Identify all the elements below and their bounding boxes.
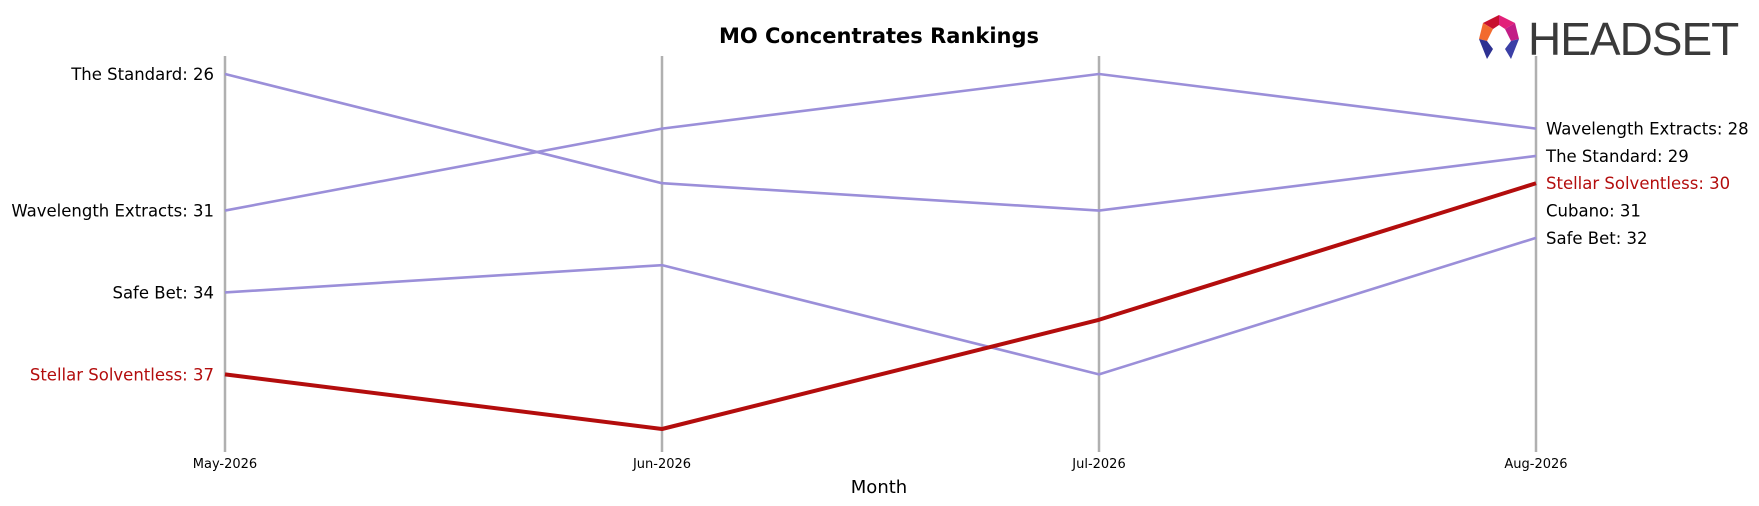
headset-logo-text: HEADSET xyxy=(1528,13,1739,65)
end-label-the-standard: The Standard: 29 xyxy=(1545,147,1689,166)
series-line-stellar-solventless xyxy=(224,181,1537,431)
series-line-safe-bet xyxy=(224,236,1537,376)
start-label-the-standard: The Standard: 26 xyxy=(70,65,214,84)
x-axis-label: Month xyxy=(851,477,907,498)
start-label-safe-bet: Safe Bet: 34 xyxy=(112,283,214,302)
headset-logo-mark-icon xyxy=(1479,15,1519,59)
x-tick-label: May-2026 xyxy=(193,457,257,472)
end-label-stellar-solventless: Stellar Solventless: 30 xyxy=(1546,174,1730,193)
start-labels: The Standard: 26 Wavelength Extracts: 31 S… xyxy=(11,65,214,384)
x-tick-label: Jul-2026 xyxy=(1071,457,1125,472)
start-label-stellar-solventless: Stellar Solventless: 37 xyxy=(30,365,214,384)
headset-logo: HEADSET xyxy=(1479,13,1740,65)
series-line-the-standard xyxy=(224,72,1537,212)
chart-title: MO Concentrates Rankings xyxy=(719,24,1039,48)
end-label-cubano: Cubano: 31 xyxy=(1546,202,1641,221)
series-line-wavelength-extracts xyxy=(224,72,1537,212)
x-tick-label: Jun-2026 xyxy=(632,457,691,472)
end-label-safe-bet: Safe Bet: 32 xyxy=(1546,229,1648,248)
end-labels: The Standard: 29 Wavelength Extracts: 28 S… xyxy=(1545,120,1749,248)
x-tick-labels: May-2026 Jun-2026 Jul-2026 Aug-2026 xyxy=(193,457,1568,472)
start-label-wavelength-extracts: Wavelength Extracts: 31 xyxy=(11,202,214,221)
end-label-wavelength-extracts: Wavelength Extracts: 28 xyxy=(1546,120,1749,139)
month-gridlines xyxy=(223,56,1538,452)
x-tick-label: Aug-2026 xyxy=(1504,457,1567,472)
series-lines xyxy=(224,72,1537,431)
